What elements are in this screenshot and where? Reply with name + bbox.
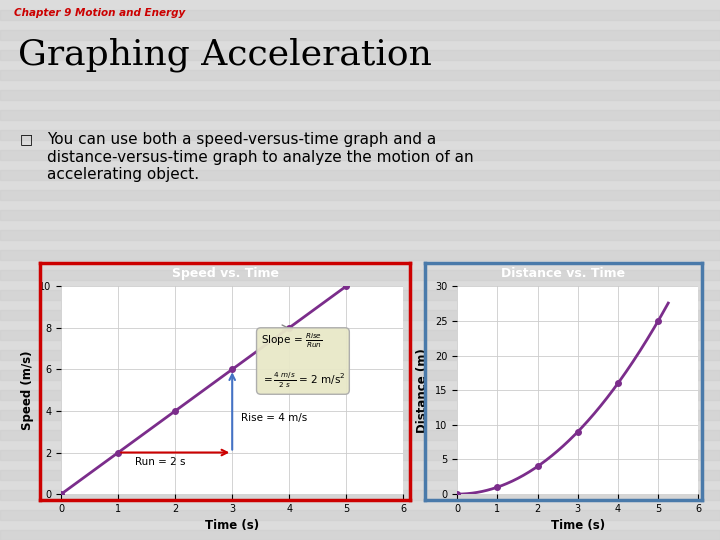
Bar (0, 10, 720, 20)
Bar (0, 290, 720, 300)
Bar (0, 490, 720, 500)
Bar (0, 150, 720, 160)
Text: Speed vs. Time: Speed vs. Time (171, 267, 279, 280)
Bar (0, 70, 720, 80)
Text: Run = 2 s: Run = 2 s (135, 457, 186, 467)
Bar (0, 170, 720, 180)
Bar (0, 390, 720, 400)
Bar (0, 370, 720, 380)
Bar (0, 230, 720, 240)
Text: Graphing Acceleration: Graphing Acceleration (18, 38, 432, 72)
Bar (0, 90, 720, 100)
X-axis label: Time (s): Time (s) (551, 519, 605, 532)
Text: Rise = 4 m/s: Rise = 4 m/s (240, 413, 307, 423)
Bar (0, 190, 720, 200)
Bar (0, 270, 720, 280)
Bar (0, 30, 720, 40)
Bar (0, 130, 720, 140)
Bar (0, 250, 720, 260)
Bar (0, 470, 720, 480)
Text: You can use both a speed-versus-time graph and a
distance-versus-time graph to a: You can use both a speed-versus-time gra… (47, 132, 474, 182)
Y-axis label: Speed (m/s): Speed (m/s) (21, 350, 34, 430)
Bar (0, 330, 720, 340)
Bar (0, 530, 720, 540)
Text: □: □ (20, 132, 33, 146)
Bar (0, 510, 720, 520)
X-axis label: Time (s): Time (s) (205, 519, 259, 532)
Text: Distance vs. Time: Distance vs. Time (501, 267, 626, 280)
Bar (0, 210, 720, 220)
Bar (0, 110, 720, 120)
Bar (0, 430, 720, 440)
Bar (0, 50, 720, 60)
Bar (0, 450, 720, 460)
Text: Chapter 9 Motion and Energy: Chapter 9 Motion and Energy (14, 8, 186, 18)
Bar (0, 410, 720, 420)
Bar (0, 350, 720, 360)
Y-axis label: Distance (m): Distance (m) (416, 348, 429, 433)
Bar (0, 310, 720, 320)
Text: Slope = $\frac{Rise}{Run}$

$= \frac{4\ m/s}{2\ s}$ = 2 m/s$^2$: Slope = $\frac{Rise}{Run}$ $= \frac{4\ m… (261, 332, 345, 390)
